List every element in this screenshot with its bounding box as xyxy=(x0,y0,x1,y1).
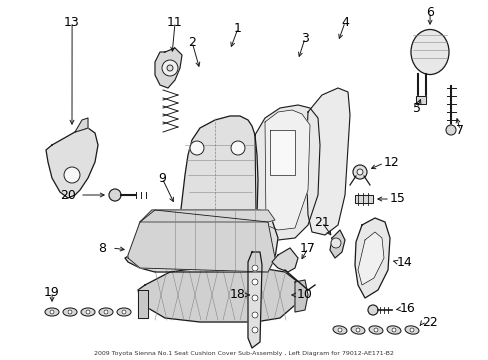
Circle shape xyxy=(352,165,366,179)
Circle shape xyxy=(64,167,80,183)
Ellipse shape xyxy=(45,308,59,316)
Circle shape xyxy=(251,312,258,318)
Polygon shape xyxy=(305,88,349,235)
Polygon shape xyxy=(329,230,345,258)
Text: 9: 9 xyxy=(158,171,165,185)
Ellipse shape xyxy=(368,326,382,334)
Text: 16: 16 xyxy=(399,302,415,315)
Text: 12: 12 xyxy=(384,156,399,168)
Polygon shape xyxy=(46,128,98,198)
Text: 19: 19 xyxy=(44,285,60,298)
Circle shape xyxy=(251,265,258,271)
Text: 14: 14 xyxy=(396,256,412,269)
Circle shape xyxy=(162,60,178,76)
Bar xyxy=(415,96,425,104)
Polygon shape xyxy=(155,48,182,88)
Polygon shape xyxy=(354,218,389,298)
Text: 22: 22 xyxy=(421,315,437,328)
Circle shape xyxy=(122,310,126,314)
Text: 21: 21 xyxy=(313,216,329,229)
Circle shape xyxy=(109,189,121,201)
Circle shape xyxy=(251,327,258,333)
Circle shape xyxy=(356,169,362,175)
Polygon shape xyxy=(271,248,297,272)
Circle shape xyxy=(50,310,54,314)
Text: 10: 10 xyxy=(296,288,312,302)
Polygon shape xyxy=(125,210,278,272)
Circle shape xyxy=(409,328,413,332)
Polygon shape xyxy=(173,116,258,265)
Polygon shape xyxy=(254,105,319,240)
Text: 15: 15 xyxy=(389,192,405,204)
Text: 4: 4 xyxy=(340,15,348,28)
Text: 11: 11 xyxy=(167,15,183,28)
Text: 3: 3 xyxy=(301,32,308,45)
Text: 17: 17 xyxy=(300,242,315,255)
Text: 13: 13 xyxy=(64,15,80,28)
Ellipse shape xyxy=(63,308,77,316)
Text: 20: 20 xyxy=(60,189,76,202)
Polygon shape xyxy=(138,290,148,318)
Text: 18: 18 xyxy=(229,288,245,302)
Circle shape xyxy=(167,65,173,71)
Polygon shape xyxy=(269,130,294,175)
Circle shape xyxy=(330,238,340,248)
Polygon shape xyxy=(294,280,307,312)
Circle shape xyxy=(391,328,395,332)
Text: 5: 5 xyxy=(412,102,420,114)
Circle shape xyxy=(367,305,377,315)
Text: 2: 2 xyxy=(188,36,196,49)
Ellipse shape xyxy=(332,326,346,334)
Ellipse shape xyxy=(99,308,113,316)
Text: 2009 Toyota Sienna No.1 Seat Cushion Cover Sub-Assembly , Left Diagram for 79012: 2009 Toyota Sienna No.1 Seat Cushion Cov… xyxy=(94,351,393,356)
Circle shape xyxy=(230,141,244,155)
Text: 1: 1 xyxy=(234,22,242,35)
Ellipse shape xyxy=(81,308,95,316)
Circle shape xyxy=(373,328,377,332)
Polygon shape xyxy=(357,232,383,285)
Polygon shape xyxy=(75,118,88,132)
Circle shape xyxy=(104,310,108,314)
Circle shape xyxy=(190,141,203,155)
Bar xyxy=(354,195,372,203)
Circle shape xyxy=(251,295,258,301)
Text: 7: 7 xyxy=(455,123,463,136)
Polygon shape xyxy=(128,210,274,272)
Ellipse shape xyxy=(410,30,448,75)
Circle shape xyxy=(86,310,90,314)
Bar xyxy=(415,96,425,104)
Circle shape xyxy=(251,279,258,285)
Ellipse shape xyxy=(117,308,131,316)
Text: 6: 6 xyxy=(425,5,433,18)
Polygon shape xyxy=(264,110,309,230)
Polygon shape xyxy=(140,210,274,222)
Bar xyxy=(354,195,372,203)
Circle shape xyxy=(68,310,72,314)
Ellipse shape xyxy=(404,326,418,334)
Circle shape xyxy=(355,328,359,332)
Circle shape xyxy=(337,328,341,332)
Polygon shape xyxy=(247,252,262,348)
Ellipse shape xyxy=(386,326,400,334)
Ellipse shape xyxy=(350,326,364,334)
Text: 8: 8 xyxy=(98,242,106,255)
Polygon shape xyxy=(138,268,297,322)
Circle shape xyxy=(445,125,455,135)
